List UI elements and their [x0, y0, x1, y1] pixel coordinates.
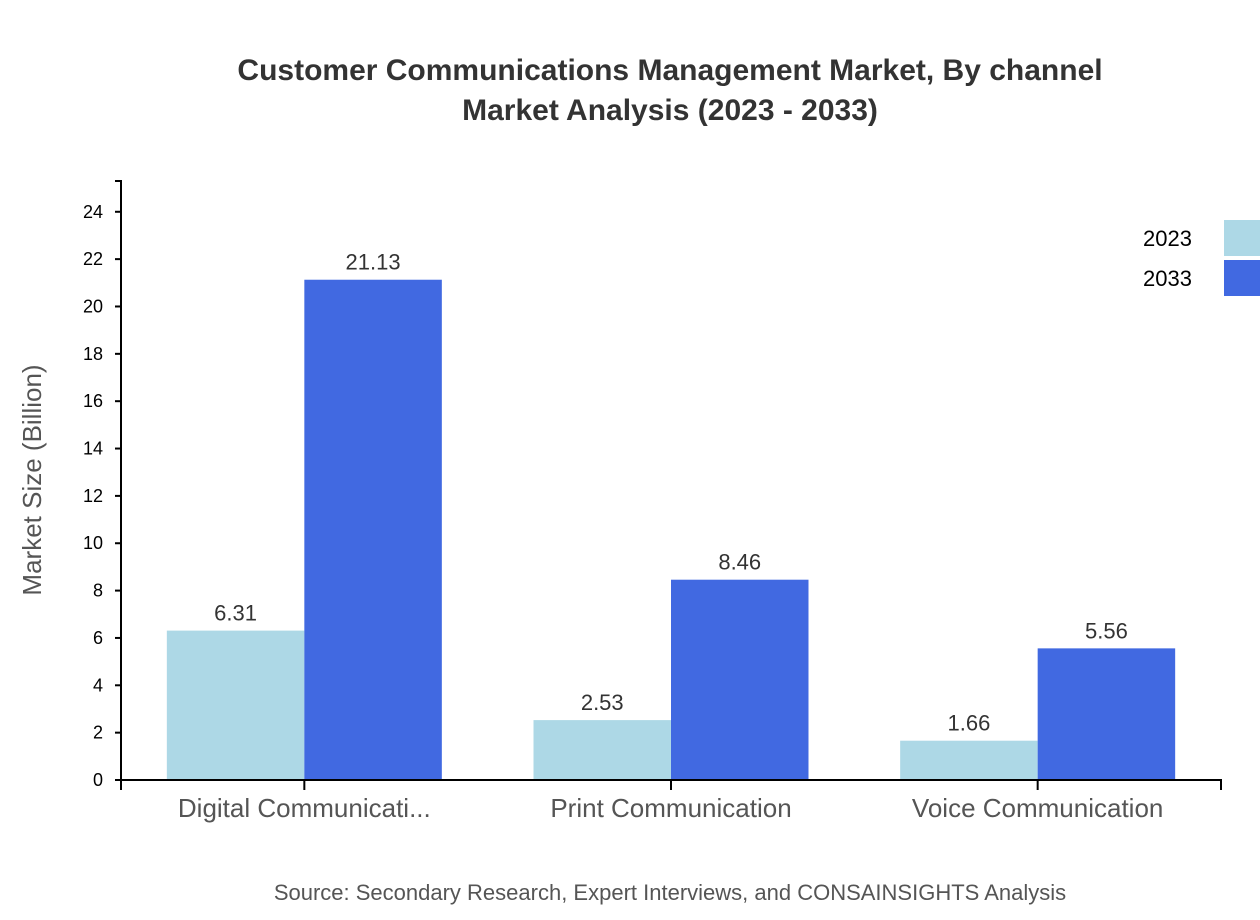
y-tick-label: 4	[93, 675, 103, 695]
bar-2033-2	[1037, 648, 1176, 780]
legend-swatch-2033	[1224, 260, 1260, 296]
chart-title-line-2: Market Analysis (2023 - 2033)	[462, 94, 878, 127]
bar-2023-1	[533, 720, 671, 780]
bar-2033-0	[304, 279, 442, 780]
y-tick-label: 22	[83, 249, 103, 269]
y-tick-label: 12	[83, 486, 103, 506]
bar-2033-1	[671, 579, 809, 780]
y-tick-label: 10	[83, 533, 103, 553]
x-tick-label: Digital Communicati...	[178, 793, 431, 823]
y-tick-label: 16	[83, 391, 103, 411]
y-tick-label: 14	[83, 439, 103, 459]
legend-label: 2023	[1143, 226, 1192, 251]
y-tick-label: 18	[83, 344, 103, 364]
data-label: 6.31	[214, 601, 257, 626]
data-label: 2.53	[581, 690, 624, 715]
y-tick-label: 0	[93, 770, 103, 790]
y-axis-label: Market Size (Billion)	[17, 364, 47, 595]
bar-2023-2	[900, 740, 1038, 780]
y-tick-label: 6	[93, 628, 103, 648]
y-tick-label: 2	[93, 723, 103, 743]
legend-label: 2033	[1143, 266, 1192, 291]
legend-swatch-2023	[1224, 220, 1260, 256]
data-label: 1.66	[948, 711, 991, 736]
data-label: 8.46	[718, 550, 761, 575]
y-tick-label: 20	[83, 296, 103, 316]
data-label: 21.13	[346, 250, 401, 275]
x-tick-label: Voice Communication	[912, 793, 1163, 823]
chart-title-line-1: Customer Communications Management Marke…	[237, 54, 1102, 87]
y-tick-label: 24	[83, 202, 103, 222]
x-tick-label: Print Communication	[550, 793, 791, 823]
data-label: 5.56	[1085, 618, 1128, 643]
y-tick-label: 8	[93, 581, 103, 601]
bar-2023-0	[166, 630, 305, 780]
y-axis-line	[115, 180, 122, 781]
plot-area: 6.31 21.13 Digital Communicati... 2.53 8.46 P…	[83, 180, 1222, 823]
source-note: Source: Secondary Research, Expert Inter…	[274, 880, 1066, 905]
legend: 2023 2033	[1143, 220, 1260, 296]
